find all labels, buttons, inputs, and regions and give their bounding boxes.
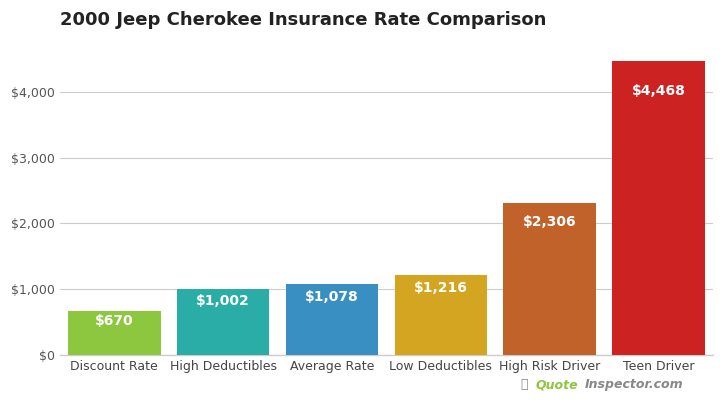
Bar [395,275,487,355]
Bar [68,311,161,355]
Text: Inspector.com: Inspector.com [584,378,683,391]
Bar [503,203,596,355]
Text: $4,468: $4,468 [631,84,686,98]
Text: $1,216: $1,216 [414,281,468,295]
Bar [613,61,704,355]
Bar [286,284,378,355]
Text: $2,306: $2,306 [523,215,576,229]
Text: $670: $670 [95,314,134,328]
Text: Quote: Quote [536,378,578,391]
Text: 2000 Jeep Cherokee Insurance Rate Comparison: 2000 Jeep Cherokee Insurance Rate Compar… [60,11,546,29]
Text: $1,002: $1,002 [196,294,250,308]
Text: $1,078: $1,078 [305,290,359,304]
Text: Ⓢ: Ⓢ [521,378,533,391]
Bar [177,289,269,355]
